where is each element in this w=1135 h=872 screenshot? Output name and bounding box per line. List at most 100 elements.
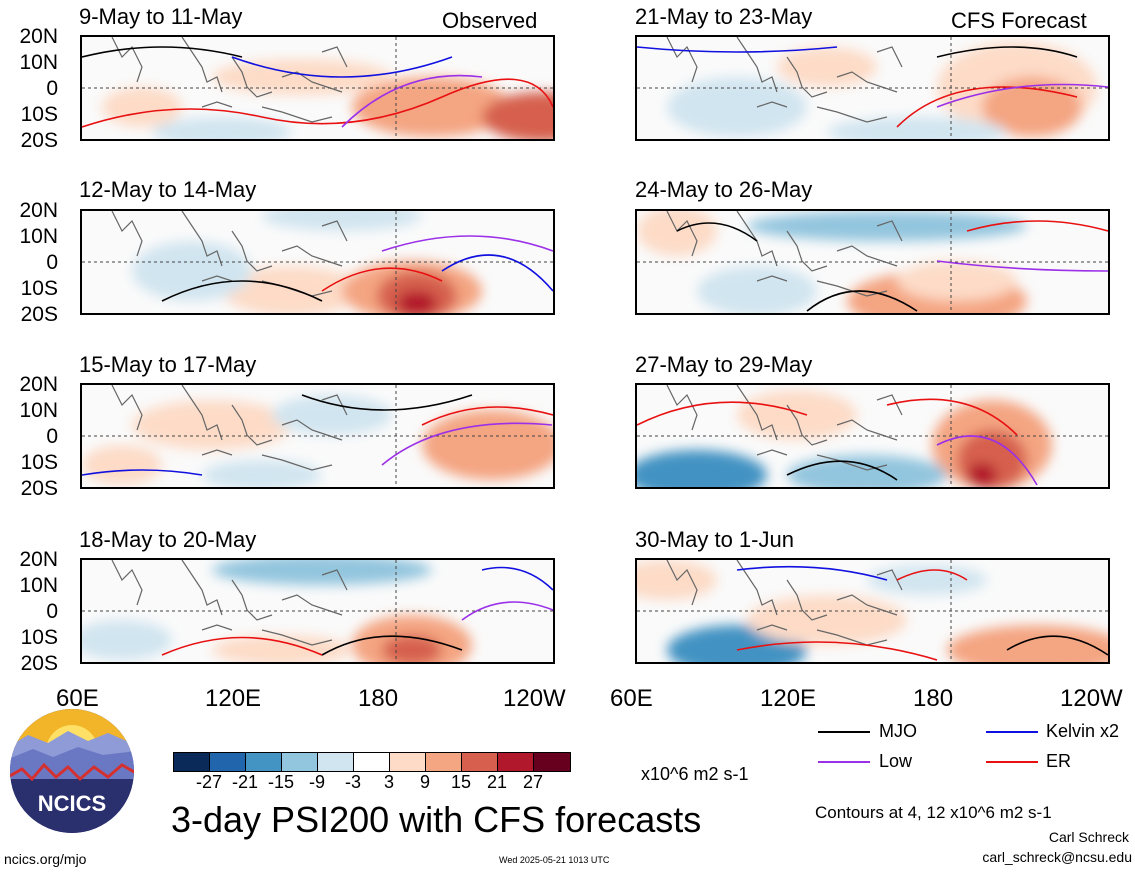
lon-label-180: 180 — [358, 685, 399, 712]
field-shade — [747, 211, 1027, 241]
author: Carl Schreck — [1048, 829, 1129, 845]
map-field — [82, 211, 553, 313]
lat-label: 20S — [20, 129, 58, 152]
contour-line — [637, 46, 838, 53]
field-shade — [132, 400, 292, 450]
colorbar-tick-label: -9 — [308, 772, 325, 792]
contour-line — [886, 398, 1018, 436]
contour-line — [936, 435, 1038, 486]
coastline — [666, 385, 903, 471]
legend-label-er: ER — [1046, 751, 1072, 771]
contour-line — [341, 74, 483, 128]
field-shade — [967, 463, 997, 487]
field-shade — [352, 77, 512, 137]
contour-line — [421, 406, 553, 426]
map-field — [82, 385, 553, 487]
lat-label: 0 — [46, 600, 58, 623]
field-shade — [212, 635, 352, 662]
colorbar — [173, 752, 571, 772]
legend-label-low: Low — [879, 751, 913, 771]
panel-title: 21-May to 23-May — [635, 4, 813, 29]
colorbar-tick-label: 3 — [383, 772, 394, 792]
contour-line — [676, 222, 758, 242]
panel-note: CFS Forecast — [951, 8, 1087, 33]
contour-line — [936, 46, 1078, 58]
contour-line — [736, 641, 938, 661]
lat-label: 10S — [20, 451, 58, 474]
map-panel-observed-1 — [80, 35, 555, 141]
panel-title: 18-May to 20-May — [79, 527, 257, 552]
lat-label: 20S — [20, 652, 58, 675]
lon-label-60e: 60E — [56, 685, 99, 712]
colorbar-tick-label: -21 — [231, 772, 258, 792]
contour-note: Contours at 4, 12 x10^6 m2 s-1 — [815, 803, 1052, 822]
contour-line — [321, 267, 443, 292]
lat-label: 0 — [46, 77, 58, 100]
colorbar-swatch — [390, 753, 426, 771]
colorbar-tick-label: 15 — [450, 772, 472, 792]
lat-label: 10S — [20, 626, 58, 649]
field-shade — [787, 455, 947, 487]
map-field — [637, 385, 1108, 487]
map-panel-observed-3 — [80, 383, 555, 489]
field-shade — [637, 450, 767, 487]
panel-title: 12-May to 14-May — [79, 177, 257, 202]
field-shade — [82, 620, 172, 660]
contour-line — [82, 78, 553, 128]
colorbar-tick-label: 21 — [486, 772, 508, 792]
panel-title: 27-May to 29-May — [635, 352, 813, 377]
field-shade — [422, 410, 553, 480]
coastline — [666, 37, 903, 123]
lat-label: 10S — [20, 103, 58, 126]
map-panel-forecast-2 — [635, 209, 1110, 315]
contour-line — [82, 469, 203, 476]
map-panel-forecast-4 — [635, 558, 1110, 664]
contour-line — [786, 460, 898, 481]
field-shade — [212, 59, 392, 95]
colorbar-swatch — [246, 753, 282, 771]
lat-label: 20N — [19, 199, 58, 222]
contour-line — [736, 565, 888, 581]
timestamp: Wed 2025-05-21 1013 UTC — [499, 855, 610, 865]
contour-line — [231, 56, 453, 78]
contour-line — [321, 635, 463, 656]
colorbar-tick-label: 27 — [522, 772, 544, 792]
lon-label-120e: 120E — [205, 685, 262, 712]
field-shade — [667, 77, 807, 137]
lat-label: 10N — [19, 574, 58, 597]
field-shade — [777, 47, 877, 87]
field-shade — [637, 211, 717, 256]
map-panel-observed-4 — [80, 558, 555, 664]
colorbar-tick-label: -15 — [267, 772, 294, 792]
map-panel-forecast-1 — [635, 35, 1110, 141]
field-shade — [82, 445, 162, 485]
field-shade — [867, 565, 987, 595]
contour-line — [161, 636, 323, 656]
main-title: 3-day PSI200 with CFS forecasts — [171, 799, 702, 840]
field-shade — [212, 560, 432, 585]
field-shade — [737, 390, 857, 440]
field-shade — [397, 291, 437, 313]
panel-note: Observed — [442, 8, 538, 33]
colorbar-swatch — [462, 753, 498, 771]
site-url[interactable]: ncics.org/mjo — [4, 851, 87, 867]
lat-label: 10N — [19, 399, 58, 422]
panel-title: 9-May to 11-May — [79, 4, 243, 29]
panel-title: 15-May to 17-May — [79, 352, 257, 377]
map-field — [637, 37, 1108, 139]
coastline — [666, 560, 903, 646]
contour-line — [896, 86, 1078, 128]
field-shade — [202, 460, 322, 487]
contour-line — [936, 83, 1108, 108]
colorbar-swatch — [498, 753, 534, 771]
email: carl_schreck@ncsu.edu — [982, 849, 1132, 865]
lat-label: 20S — [20, 303, 58, 326]
lon-label-180: 180 — [913, 685, 954, 712]
legend-line-mjo — [818, 731, 870, 733]
field-shade — [482, 92, 553, 139]
contour-line — [806, 290, 918, 312]
legend-line-er — [986, 761, 1038, 763]
lon-label-120e: 120E — [760, 685, 817, 712]
contour-line — [82, 46, 243, 58]
contour-line — [966, 220, 1108, 232]
